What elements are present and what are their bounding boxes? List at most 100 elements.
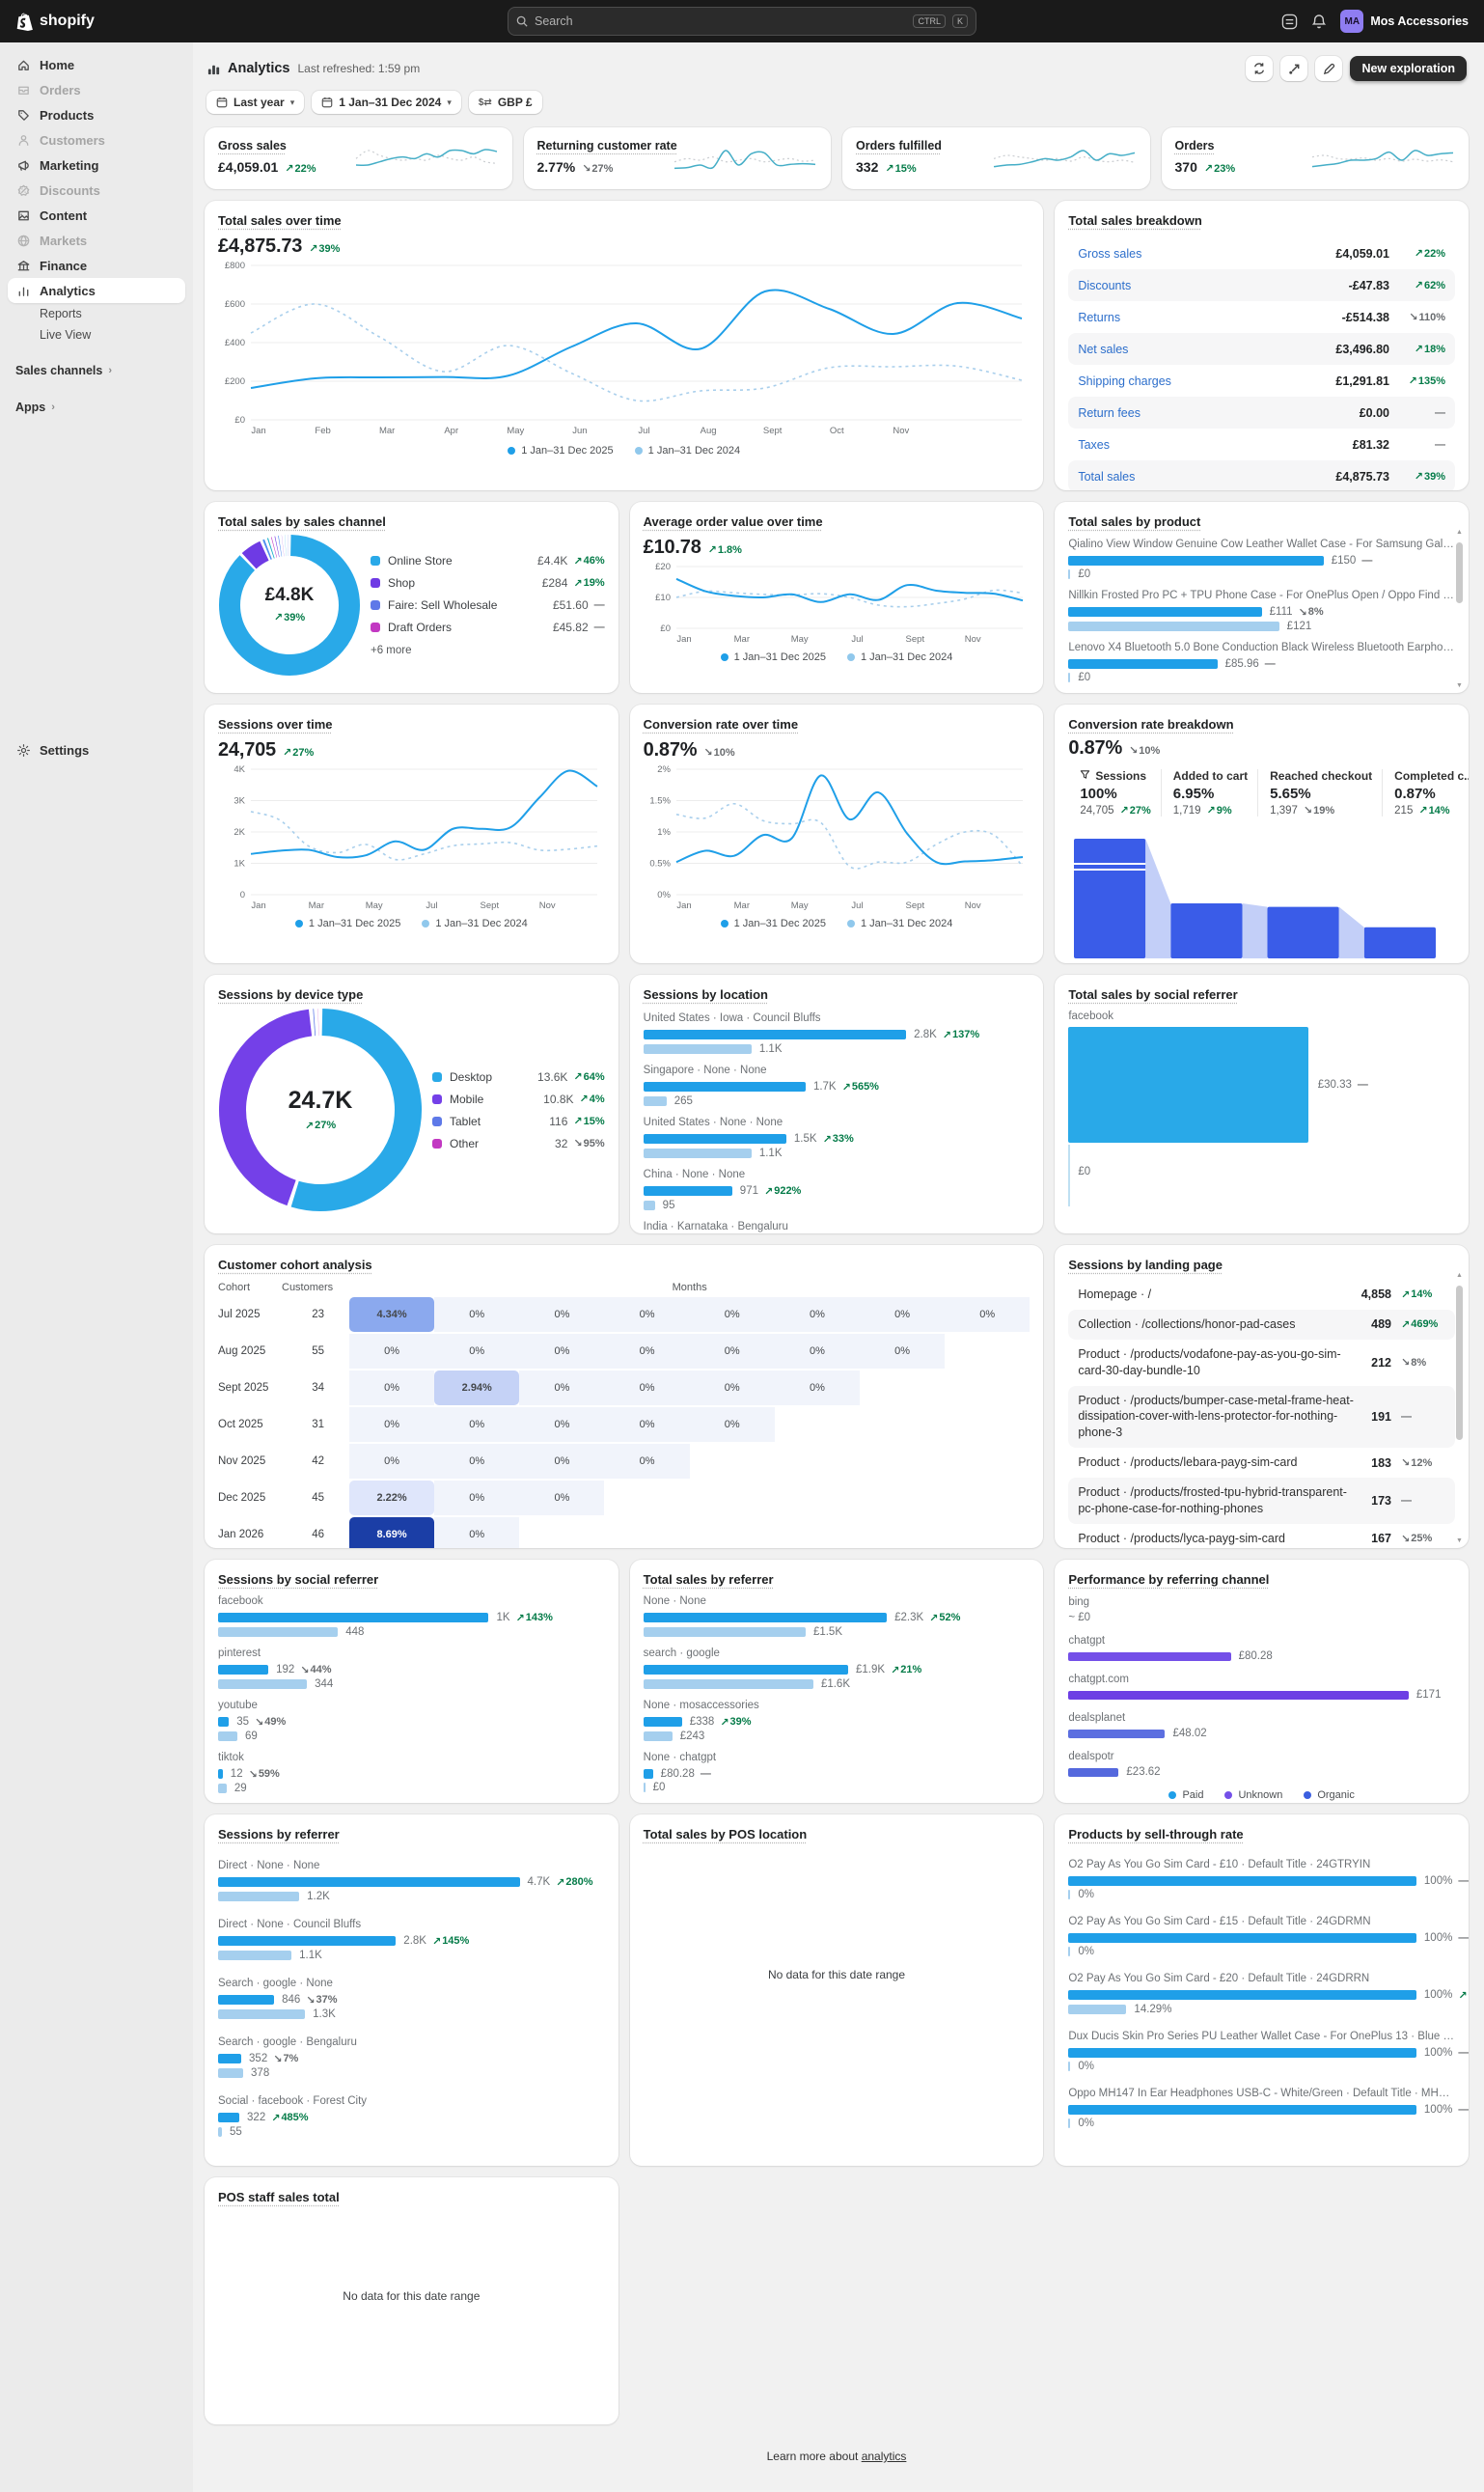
bar-list-item[interactable]: China · None · None971↗922%95 bbox=[644, 1168, 1031, 1211]
legend-item-desktop[interactable]: Desktop13.6K↗64% bbox=[432, 1070, 605, 1084]
landing-page-row[interactable]: Product · /products/frosted-tpu-hybrid-t… bbox=[1068, 1478, 1455, 1524]
scrollbar[interactable]: ▲▼ bbox=[1455, 1280, 1464, 1537]
cohort-cell[interactable]: 2.94% bbox=[434, 1371, 519, 1405]
legend-item-organic[interactable]: Organic bbox=[1304, 1789, 1355, 1801]
legend-item[interactable]: 1 Jan–31 Dec 2025 bbox=[295, 918, 400, 929]
bar-list-item[interactable]: India · Karnataka · Bengaluru405↘6%430 bbox=[644, 1220, 1031, 1233]
legend-item-draft-orders[interactable]: Draft Orders£45.82— bbox=[371, 621, 605, 634]
bar-list-item[interactable]: Social · facebook · Forest City322↗485%5… bbox=[218, 2094, 605, 2138]
channel-row-chatgpt[interactable]: chatgpt£80.28 bbox=[1068, 1635, 1455, 1662]
card-title[interactable]: Customer cohort analysis bbox=[218, 1258, 372, 1272]
card-title[interactable]: Total sales by referrer bbox=[644, 1572, 774, 1587]
cohort-cell[interactable]: 0% bbox=[519, 1444, 604, 1479]
cohort-cell[interactable]: 0% bbox=[775, 1297, 860, 1332]
cohort-cell[interactable]: 4.34% bbox=[349, 1297, 434, 1332]
card-title[interactable]: Conversion rate breakdown bbox=[1068, 717, 1233, 732]
filter-calendar[interactable]: Last year▾ bbox=[206, 91, 304, 114]
cohort-cell[interactable]: 0% bbox=[775, 1371, 860, 1405]
bar-list-item[interactable]: Nillkin Frosted Pro PC + TPU Phone Case … bbox=[1068, 589, 1455, 632]
funnel-step-reached-checkout[interactable]: Reached checkout5.65%1,397↘19% bbox=[1257, 769, 1382, 817]
legend-item[interactable]: 1 Jan–31 Dec 2024 bbox=[847, 918, 952, 929]
card-title[interactable]: Total sales by POS location bbox=[644, 1827, 808, 1841]
bar-list-item[interactable]: Dux Ducis Skin Pro Series PU Leather Wal… bbox=[1068, 2030, 1455, 2072]
breakdown-row-shipping-charges[interactable]: Shipping charges£1,291.81↗135% bbox=[1068, 365, 1455, 397]
cohort-cell[interactable]: 0% bbox=[604, 1444, 689, 1479]
breakdown-row-discounts[interactable]: Discounts-£47.83↗62% bbox=[1068, 269, 1455, 301]
cohort-cell[interactable]: 0% bbox=[434, 1517, 519, 1548]
cohort-cell[interactable]: 0% bbox=[434, 1334, 519, 1369]
legend-item[interactable]: 1 Jan–31 Dec 2024 bbox=[635, 445, 740, 457]
landing-page-row[interactable]: Product · /products/vodafone-pay-as-you-… bbox=[1068, 1340, 1455, 1386]
channel-row-dealspotr[interactable]: dealspotr£23.62 bbox=[1068, 1751, 1455, 1778]
legend-item-online-store[interactable]: Online Store£4.4K↗46% bbox=[371, 554, 605, 568]
analytics-help-link[interactable]: analytics bbox=[862, 2450, 907, 2463]
card-title[interactable]: Sessions by location bbox=[644, 987, 768, 1002]
bar-list-item[interactable]: United States · Iowa · Council Bluffs2.8… bbox=[644, 1011, 1031, 1055]
bar-list-item[interactable]: search · google£1.9K↗21%£1.6K bbox=[644, 1647, 1031, 1690]
sidebar-item-live-view[interactable]: Live View bbox=[8, 324, 185, 346]
bar-list-item[interactable]: Direct · None · None4.7K↗280%1.2K bbox=[218, 1859, 605, 1902]
card-title[interactable]: Total sales by sales channel bbox=[218, 514, 386, 529]
cohort-cell[interactable]: 0% bbox=[434, 1444, 519, 1479]
sidebar-item-settings[interactable]: Settings bbox=[8, 737, 185, 762]
card-title[interactable]: Products by sell-through rate bbox=[1068, 1827, 1243, 1841]
bar-list-item[interactable]: None · None£2.3K↗52%£1.5K bbox=[644, 1594, 1031, 1638]
sidebar-item-analytics[interactable]: Analytics bbox=[8, 278, 185, 303]
cohort-cell[interactable]: 0% bbox=[860, 1334, 945, 1369]
legend-item-shop[interactable]: Shop£284↗19% bbox=[371, 576, 605, 590]
bar-list-item[interactable]: pinterest192↘44%344 bbox=[218, 1647, 605, 1690]
bar-list-item[interactable]: O2 Pay As You Go Sim Card - £10 · Defaul… bbox=[1068, 1858, 1455, 1900]
breakdown-row-net-sales[interactable]: Net sales£3,496.80↗18% bbox=[1068, 333, 1455, 365]
legend-more-link[interactable]: +6 more bbox=[371, 645, 605, 656]
legend-item[interactable]: 1 Jan–31 Dec 2024 bbox=[422, 918, 527, 929]
landing-page-row[interactable]: Product · /products/lyca-payg-sim-card16… bbox=[1068, 1524, 1455, 1548]
bar-list-item[interactable]: youtube35↘49%69 bbox=[218, 1699, 605, 1742]
legend-item-mobile[interactable]: Mobile10.8K↗4% bbox=[432, 1093, 605, 1106]
cohort-cell[interactable]: 2.22% bbox=[349, 1481, 434, 1515]
card-title[interactable]: Total sales breakdown bbox=[1068, 213, 1201, 228]
cohort-cell[interactable]: 0% bbox=[604, 1371, 689, 1405]
card-title[interactable]: Conversion rate over time bbox=[644, 717, 798, 732]
bar-list-item[interactable]: Lenovo X4 Bluetooth 5.0 Bone Conduction … bbox=[1068, 641, 1455, 683]
bar-list-item[interactable]: tiktok12↘59%29 bbox=[218, 1751, 605, 1794]
card-title[interactable]: Average order value over time bbox=[644, 514, 823, 529]
legend-item[interactable]: 1 Jan–31 Dec 2025 bbox=[721, 651, 826, 663]
bar-list-item[interactable]: None · chatgpt£80.28—£0 bbox=[644, 1751, 1031, 1793]
facebook-sales-bar[interactable] bbox=[1068, 1027, 1307, 1143]
filter-currency-exchange[interactable]: $⇄GBP £ bbox=[469, 91, 542, 114]
metric-card-orders-fulfilled[interactable]: Orders fulfilled332↗15% bbox=[842, 127, 1150, 189]
cohort-cell[interactable]: 0% bbox=[519, 1481, 604, 1515]
cohort-cell[interactable]: 0% bbox=[434, 1481, 519, 1515]
sidebar-item-marketing[interactable]: Marketing bbox=[8, 152, 185, 178]
metric-card-returning-customer-rate[interactable]: Returning customer rate2.77%↘27% bbox=[524, 127, 832, 189]
card-title[interactable]: Sessions by landing page bbox=[1068, 1258, 1223, 1272]
cohort-cell[interactable]: 0% bbox=[519, 1407, 604, 1442]
cohort-cell[interactable]: 0% bbox=[349, 1371, 434, 1405]
landing-page-row[interactable]: Product · /products/bumper-case-metal-fr… bbox=[1068, 1386, 1455, 1449]
edit-button[interactable] bbox=[1315, 56, 1342, 81]
breakdown-row-taxes[interactable]: Taxes£81.32— bbox=[1068, 429, 1455, 460]
card-title[interactable]: Sessions by referrer bbox=[218, 1827, 340, 1841]
cohort-cell[interactable]: 8.69% bbox=[349, 1517, 434, 1548]
breakdown-row-return-fees[interactable]: Return fees£0.00— bbox=[1068, 397, 1455, 429]
legend-item[interactable]: 1 Jan–31 Dec 2025 bbox=[721, 918, 826, 929]
sidebar-apps[interactable]: Apps› bbox=[8, 396, 185, 419]
legend-item[interactable]: 1 Jan–31 Dec 2025 bbox=[508, 445, 613, 457]
account-menu[interactable]: MA Mos Accessories bbox=[1340, 10, 1469, 33]
bar-list-item[interactable]: XUNDD Dropproof TPU + Acrylic Clear Back… bbox=[1068, 692, 1455, 693]
expand-button[interactable] bbox=[1280, 56, 1307, 81]
breakdown-row-returns[interactable]: Returns-£514.38↘110% bbox=[1068, 301, 1455, 333]
legend-item[interactable]: 1 Jan–31 Dec 2024 bbox=[847, 651, 952, 663]
bar-list-item[interactable]: facebook1K↗143%448 bbox=[218, 1594, 605, 1638]
landing-page-row[interactable]: Collection · /collections/honor-pad-case… bbox=[1068, 1310, 1455, 1340]
legend-item-paid[interactable]: Paid bbox=[1168, 1789, 1203, 1801]
cohort-cell[interactable]: 0% bbox=[349, 1444, 434, 1479]
cohort-cell[interactable]: 0% bbox=[945, 1297, 1030, 1332]
card-title[interactable]: Total sales over time bbox=[218, 213, 342, 228]
card-title[interactable]: Sessions by device type bbox=[218, 987, 363, 1002]
metric-card-orders[interactable]: Orders370↗23% bbox=[1162, 127, 1470, 189]
bar-list-item[interactable]: Qialino View Window Genuine Cow Leather … bbox=[1068, 538, 1455, 580]
legend-item-faire-sell-wholesale[interactable]: Faire: Sell Wholesale£51.60— bbox=[371, 598, 605, 612]
bar-list-item[interactable]: None · android£60.80↗138%£25.50 bbox=[644, 1802, 1031, 1803]
landing-page-row[interactable]: Product · /products/lebara-payg-sim-card… bbox=[1068, 1448, 1455, 1478]
